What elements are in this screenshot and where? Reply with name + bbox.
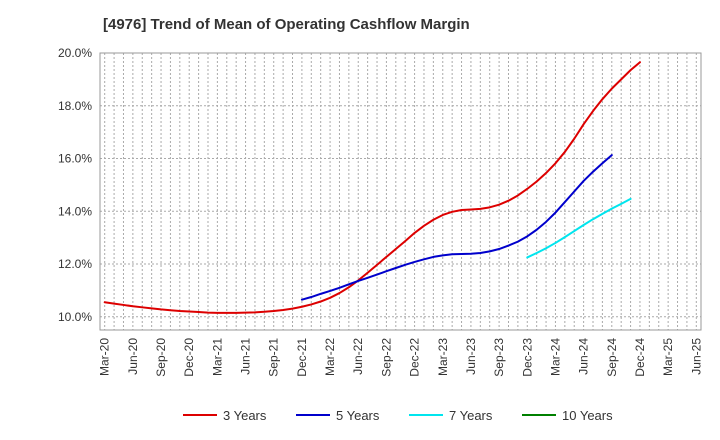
series-line-7-years xyxy=(526,197,632,259)
x-tick-label: Jun-24 xyxy=(577,338,591,375)
legend: 3 Years 5 Years 7 Years 10 Years xyxy=(183,408,613,423)
x-axis-ticks: Mar-20 Jun-20 Sep-20 Dec-20 Mar-21 Jun-21 Sep-… xyxy=(98,338,704,377)
x-tick-label: Jun-20 xyxy=(126,338,140,375)
x-tick-label: Mar-20 xyxy=(98,338,112,376)
x-tick-label: Dec-24 xyxy=(633,338,647,377)
x-tick-label: Jun-25 xyxy=(689,338,703,375)
y-tick-label: 14.0% xyxy=(58,204,92,218)
x-tick-label: Mar-21 xyxy=(210,338,224,376)
x-tick-label: Dec-23 xyxy=(520,338,534,377)
x-tick-label: Mar-22 xyxy=(323,338,337,376)
legend-label: 7 Years xyxy=(449,408,493,423)
x-tick-label: Sep-22 xyxy=(379,338,393,377)
plot-background xyxy=(100,53,701,330)
chart-title: [4976] Trend of Mean of Operating Cashfl… xyxy=(103,16,470,33)
y-tick-label: 18.0% xyxy=(58,99,92,113)
x-tick-label: Dec-22 xyxy=(408,338,422,377)
series-line-3-years xyxy=(103,61,641,314)
x-tick-label: Jun-22 xyxy=(351,338,365,375)
x-tick-label: Mar-24 xyxy=(548,338,562,376)
x-tick-label: Dec-20 xyxy=(182,338,196,377)
y-tick-label: 10.0% xyxy=(58,310,92,324)
y-tick-label: 20.0% xyxy=(58,46,92,60)
y-tick-label: 16.0% xyxy=(58,152,92,166)
x-tick-label: Sep-23 xyxy=(492,338,506,377)
plot-frame xyxy=(99,52,702,331)
x-tick-label: Mar-23 xyxy=(436,338,450,376)
x-tick-label: Sep-21 xyxy=(267,338,281,377)
series-lines xyxy=(103,61,641,314)
y-axis-ticks: 10.0% 12.0% 14.0% 16.0% 18.0% 20.0% xyxy=(58,46,92,324)
grid-lines xyxy=(100,52,701,330)
y-tick-label: 12.0% xyxy=(58,257,92,271)
x-tick-label: Sep-24 xyxy=(605,338,619,377)
x-tick-label: Mar-25 xyxy=(661,338,675,376)
x-tick-label: Jun-21 xyxy=(239,338,253,375)
legend-label: 5 Years xyxy=(336,408,380,423)
legend-label: 3 Years xyxy=(223,408,267,423)
legend-label: 10 Years xyxy=(562,408,613,423)
x-tick-label: Sep-20 xyxy=(154,338,168,377)
x-tick-label: Jun-23 xyxy=(464,338,478,375)
series-line-5-years xyxy=(300,154,613,301)
x-tick-label: Dec-21 xyxy=(295,338,309,377)
